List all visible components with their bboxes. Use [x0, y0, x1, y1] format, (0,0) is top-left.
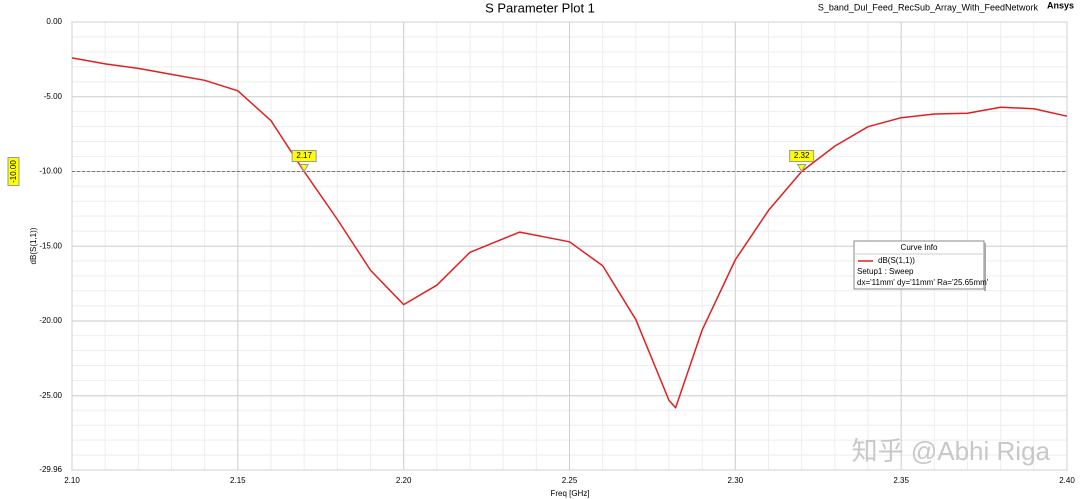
- chart-title: S Parameter Plot 1: [485, 0, 595, 15]
- chart-subtitle: S_band_Dul_Feed_RecSub_Array_With_FeedNe…: [818, 2, 1039, 12]
- legend-box: [853, 240, 985, 290]
- y-tick-label: -25.00: [39, 391, 62, 400]
- legend: Curve Info dB(S(1,1)) Setup1 : Sweep dx='11…: [853, 240, 989, 291]
- x-tick-label: 2.10: [64, 476, 80, 485]
- marker: [796, 164, 807, 173]
- y-tick-label: 0.00: [46, 17, 62, 26]
- marker-label: 2.17: [296, 151, 312, 160]
- marker-label-box: [789, 150, 815, 163]
- legend-title: Curve Info: [901, 243, 938, 252]
- x-tick-label: 2.40: [1059, 476, 1075, 485]
- marker: [299, 164, 310, 173]
- x-tick-label: 2.35: [893, 476, 909, 485]
- reference-label: -10.00: [9, 160, 18, 183]
- x-axis-label: Freq [GHz]: [550, 489, 589, 498]
- x-tick-label: 2.25: [562, 476, 578, 485]
- legend-label: dB(S(1,1)): [878, 256, 915, 265]
- y-tick-label: -20.00: [39, 316, 62, 325]
- legend-line: Setup1 : Sweep: [857, 267, 914, 276]
- data-line: [71, 57, 1068, 409]
- x-tick-label: 2.15: [230, 476, 246, 485]
- legend-shadow: [984, 243, 986, 291]
- marker-label: 2.32: [794, 151, 810, 160]
- y-tick-label: -10.00: [39, 167, 62, 176]
- reference-label-box: [7, 157, 20, 187]
- x-tick-label: 2.20: [396, 476, 412, 485]
- y-tick-label: -15.00: [39, 241, 62, 250]
- y-tick-label: -29.96: [39, 465, 62, 474]
- marker-label-box: [291, 150, 317, 163]
- brand: Ansys: [1047, 0, 1074, 10]
- watermark: 知乎 @Abhi Riga: [852, 436, 1051, 466]
- y-axis-label: dB(S(1,1)): [29, 227, 38, 264]
- y-tick-label: -5.00: [44, 92, 63, 101]
- x-tick-label: 2.30: [728, 476, 744, 485]
- legend-line: dx='11mm' dy='11mm' Ra='25.65mm': [857, 278, 989, 287]
